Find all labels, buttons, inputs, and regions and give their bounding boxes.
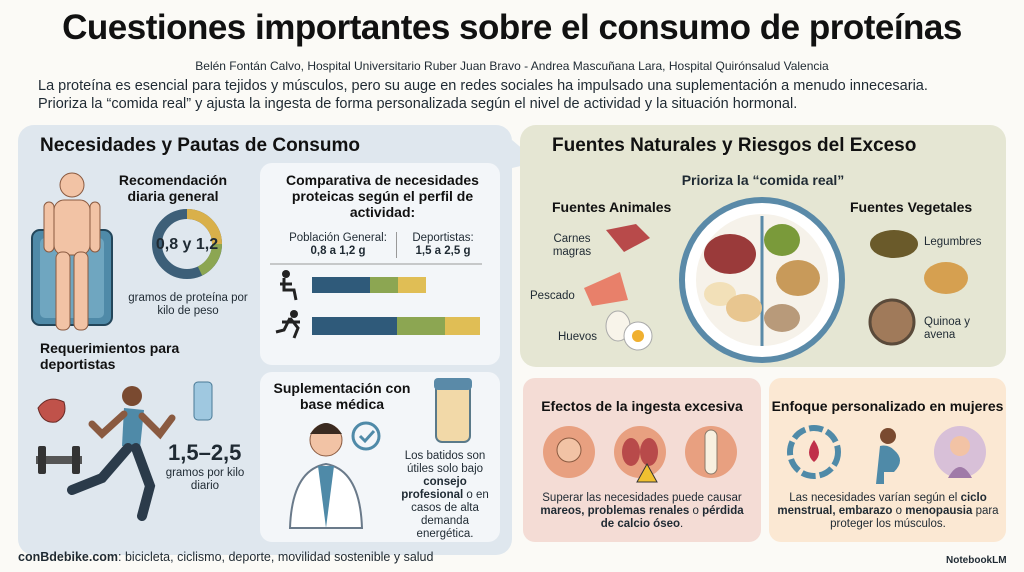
vegetal-item: Legumbres — [924, 236, 982, 248]
animal-item: Carnes magras — [552, 233, 592, 258]
plate-illustration — [584, 197, 968, 363]
footer: conBdebike.com: bicicleta, ciclismo, dep… — [18, 550, 433, 564]
authors: Belén Fontán Calvo, Hospital Universitar… — [195, 59, 829, 73]
column-label: Deportistas: — [412, 232, 474, 244]
athletes-value: 1,5–2,5 — [168, 440, 242, 465]
daily-caption: gramos de proteína por kilo de peso — [128, 292, 248, 317]
title: Cuestiones importantes sobre el consumo … — [62, 8, 962, 47]
column-range: 0,8 a 1,2 g — [310, 245, 366, 257]
column-label: Población General: — [289, 232, 387, 244]
text: o — [895, 505, 903, 517]
intro-line: Prioriza la “comida real” y ajusta la in… — [38, 96, 798, 112]
donut — [152, 209, 222, 279]
emphasis: mareos, problemas renales — [540, 505, 690, 517]
footer-text: : bicicleta, ciclismo, deporte, movilida… — [118, 550, 434, 564]
column-range: 1,5 a 2,5 g — [415, 245, 471, 257]
comparison-title: Comparativa de necesidades proteicas seg… — [286, 172, 479, 220]
emphasis: ciclo menstrual, embarazo — [777, 492, 987, 517]
emphasis: menopausia — [905, 505, 973, 517]
text: o — [692, 505, 699, 517]
excess-icons — [543, 426, 737, 483]
comparison-bars — [270, 263, 482, 339]
text: para proteger los músculos. — [830, 505, 999, 530]
right-panel-subtitle: Prioriza la “comida real” — [681, 172, 845, 188]
comparison-column: Población General: 0,8 a 1,2 g — [280, 232, 397, 258]
body-illustration — [31, 172, 113, 331]
text: Los batidos son útiles solo bajo — [404, 450, 486, 475]
emphasis: consejo profesional — [401, 476, 467, 501]
intro: La proteína es esencial para tejidos y m… — [38, 77, 998, 113]
emphasis: pérdida de calcio óseo — [600, 505, 744, 530]
brand: NotebookLM — [946, 555, 1007, 566]
text: . — [680, 518, 684, 530]
excess-text: Superar las necesidades puede causar mar… — [533, 492, 751, 531]
women-text: Las necesidades varían según el ciclo me… — [777, 492, 999, 531]
text: o en casos de alta demanda energética. — [411, 489, 489, 540]
animal-title: Fuentes Animales — [552, 199, 672, 215]
intro-line: La proteína es esencial para tejidos y m… — [38, 78, 928, 94]
supplement-title: Suplementación con base médica — [273, 380, 411, 412]
athletes-title: Requerimientos para deportistas — [40, 340, 180, 372]
runner-illustration — [36, 381, 213, 521]
athletes-caption: gramos por kilo diario — [165, 467, 245, 492]
animal-item: Huevos — [558, 331, 597, 343]
comparison-column: Deportistas: 1,5 a 2,5 g — [398, 232, 488, 258]
supplement-text: Los batidos son útiles solo bajo consejo… — [392, 450, 498, 541]
text: Las necesidades varían según el — [789, 492, 958, 504]
daily-value: 0,8 y 1,2 — [155, 236, 219, 253]
women-title: Enfoque personalizado en mujeres — [771, 398, 1004, 414]
doctor-illustration — [288, 378, 472, 529]
left-panel-title: Necesidades y Pautas de Consumo — [40, 135, 360, 156]
text: Superar las necesidades puede causar — [542, 492, 742, 504]
women-icons — [787, 425, 986, 484]
vegetal-item: Quinoa y avena — [924, 316, 971, 341]
excess-title: Efectos de la ingesta excesiva — [541, 398, 743, 414]
daily-title: Recomendación diaria general — [118, 172, 228, 204]
source: conBdebike.com — [18, 550, 119, 564]
vegetal-title: Fuentes Vegetales — [850, 199, 973, 215]
animal-item: Pescado — [530, 290, 575, 302]
right-panel-title: Fuentes Naturales y Riesgos del Exceso — [552, 135, 917, 156]
